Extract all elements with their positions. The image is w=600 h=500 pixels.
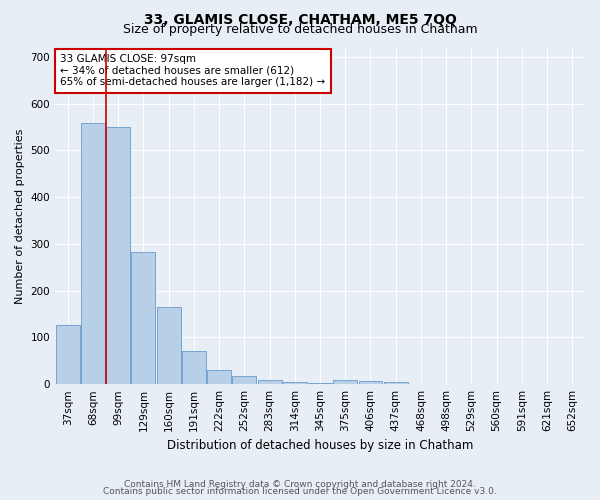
Bar xyxy=(283,382,307,384)
Text: 33 GLAMIS CLOSE: 97sqm
← 34% of detached houses are smaller (612)
65% of semi-de: 33 GLAMIS CLOSE: 97sqm ← 34% of detached… xyxy=(61,54,325,88)
Bar xyxy=(131,252,155,384)
Bar xyxy=(359,381,382,384)
Text: 33, GLAMIS CLOSE, CHATHAM, ME5 7QQ: 33, GLAMIS CLOSE, CHATHAM, ME5 7QQ xyxy=(143,12,457,26)
X-axis label: Distribution of detached houses by size in Chatham: Distribution of detached houses by size … xyxy=(167,440,473,452)
Text: Contains public sector information licensed under the Open Government Licence v3: Contains public sector information licen… xyxy=(103,487,497,496)
Bar xyxy=(157,308,181,384)
Bar xyxy=(106,126,130,384)
Bar xyxy=(333,380,357,384)
Bar xyxy=(207,370,231,384)
Bar xyxy=(308,383,332,384)
Text: Size of property relative to detached houses in Chatham: Size of property relative to detached ho… xyxy=(122,24,478,36)
Bar xyxy=(232,376,256,384)
Text: Contains HM Land Registry data © Crown copyright and database right 2024.: Contains HM Land Registry data © Crown c… xyxy=(124,480,476,489)
Bar xyxy=(257,380,281,384)
Bar xyxy=(384,382,408,384)
Y-axis label: Number of detached properties: Number of detached properties xyxy=(15,128,25,304)
Bar xyxy=(81,124,105,384)
Bar xyxy=(182,352,206,384)
Bar xyxy=(56,325,80,384)
